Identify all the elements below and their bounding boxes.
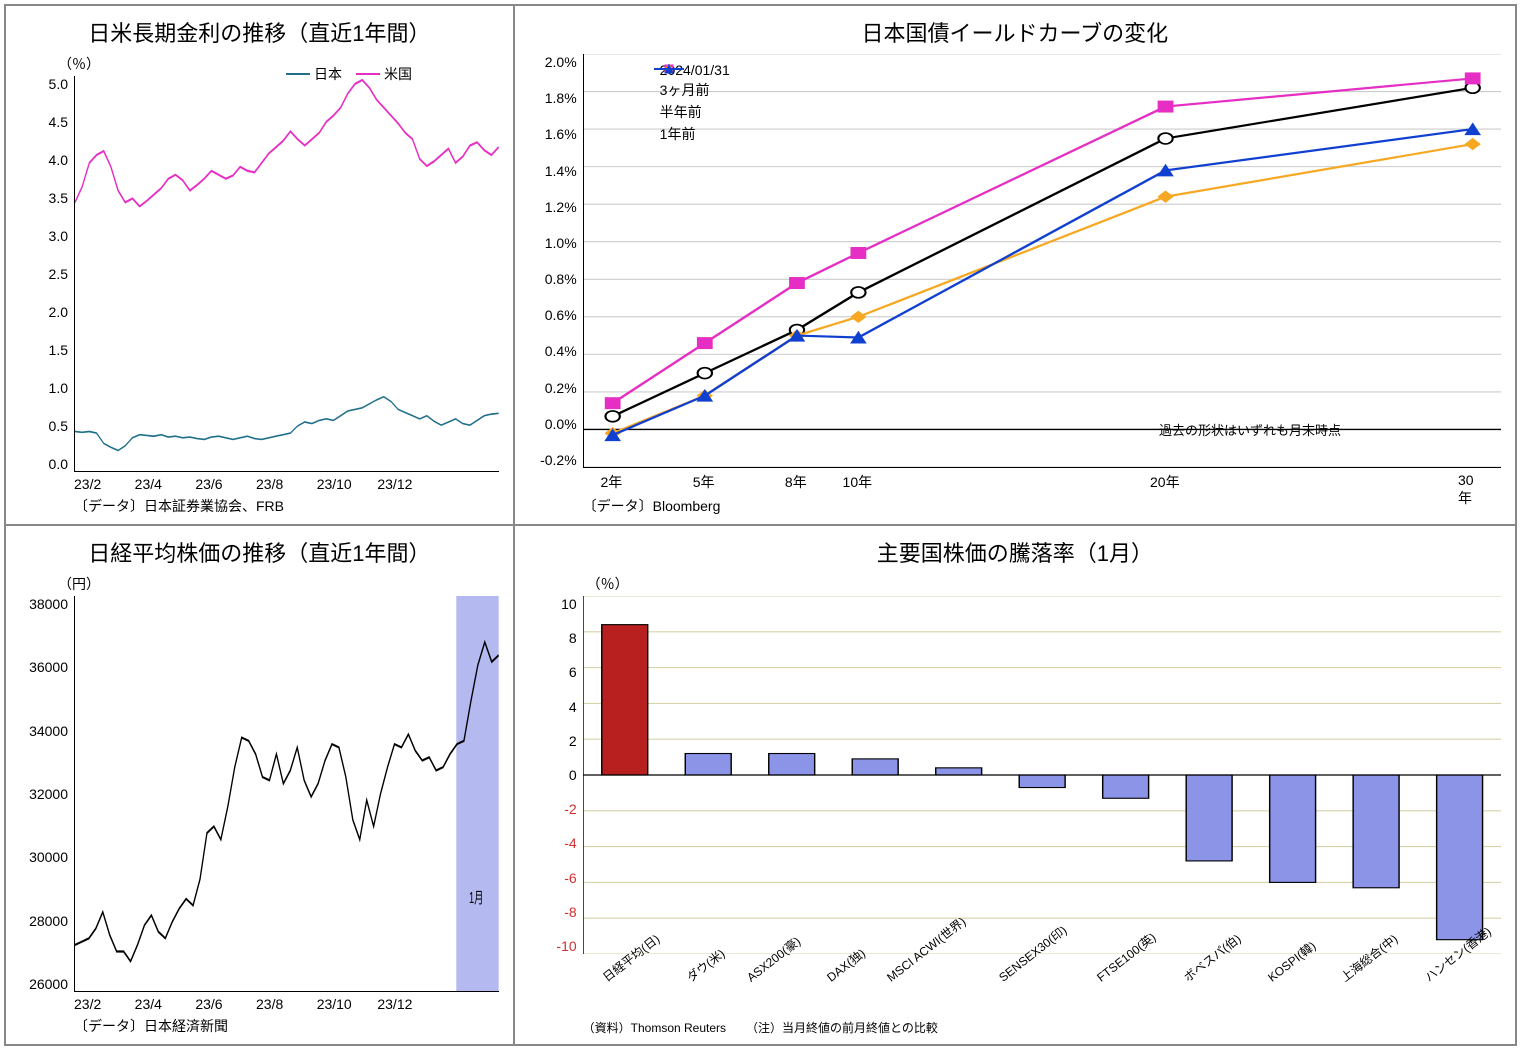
yaxis-tl: 5.04.54.03.53.02.52.01.51.00.50.0 bbox=[20, 76, 74, 472]
svg-text:1月: 1月 bbox=[469, 890, 483, 907]
plot-br bbox=[583, 596, 1501, 954]
plot-bl: 1月 bbox=[74, 596, 499, 992]
title-tr: 日本国債イールドカーブの変化 bbox=[529, 16, 1501, 48]
panel-yieldcurve: 日本国債イールドカーブの変化 2.0%1.8%1.6%1.4%1.2%1.0%0… bbox=[514, 5, 1516, 525]
xaxis-tr: 2年5年8年10年20年30年 bbox=[583, 472, 1501, 492]
note-tr: 過去の形状はいずれも月末時点 bbox=[1159, 420, 1341, 439]
source-br: （資料）Thomson Reuters （注）当月終値の前月終値との比較 bbox=[583, 1019, 1501, 1036]
yunit-br: （％） bbox=[587, 574, 1501, 594]
dashboard-grid: 日米長期金利の推移（直近1年間） （％） 日本 米国 5.04.54.03.53… bbox=[4, 4, 1517, 1046]
xaxis-br: 日経平均(日)ダウ(米)ASX200(豪)DAX(独)MSCI ACWI(世界)… bbox=[583, 954, 1501, 989]
title-br: 主要国株価の騰落率（1月） bbox=[529, 536, 1501, 568]
plot-tl bbox=[74, 76, 499, 472]
title-rates: 日米長期金利の推移（直近1年間） bbox=[20, 16, 499, 48]
source-bl: 〔データ〕日本経済新聞 bbox=[74, 1016, 499, 1036]
panel-returns: 主要国株価の騰落率（1月） （％） 1086420-2-4-6-8-10 日経平… bbox=[514, 525, 1516, 1045]
plot-tr: 2024/01/313ヶ月前半年前1年前 過去の形状はいずれも月末時点 bbox=[583, 54, 1501, 468]
yunit-bl: （円） bbox=[58, 574, 499, 594]
title-bl: 日経平均株価の推移（直近1年間） bbox=[20, 536, 499, 568]
legend-tr: 2024/01/313ヶ月前半年前1年前 bbox=[654, 62, 730, 146]
xaxis-tl: 23/223/423/623/823/1023/12 bbox=[74, 476, 499, 492]
yaxis-tr: 2.0%1.8%1.6%1.4%1.2%1.0%0.8%0.6%0.4%0.2%… bbox=[529, 54, 583, 468]
yunit-tl: （％） bbox=[58, 54, 499, 74]
panel-rates: 日米長期金利の推移（直近1年間） （％） 日本 米国 5.04.54.03.53… bbox=[5, 5, 514, 525]
panel-nikkei: 日経平均株価の推移（直近1年間） （円） 3800036000340003200… bbox=[5, 525, 514, 1045]
source-tl: 〔データ〕日本証券業協会、FRB bbox=[74, 496, 499, 516]
xaxis-bl: 23/223/423/623/823/1023/12 bbox=[74, 996, 499, 1012]
yaxis-br: 1086420-2-4-6-8-10 bbox=[529, 596, 583, 954]
source-tr: 〔データ〕Bloomberg bbox=[583, 496, 1501, 516]
yaxis-bl: 38000360003400032000300002800026000 bbox=[20, 596, 74, 992]
